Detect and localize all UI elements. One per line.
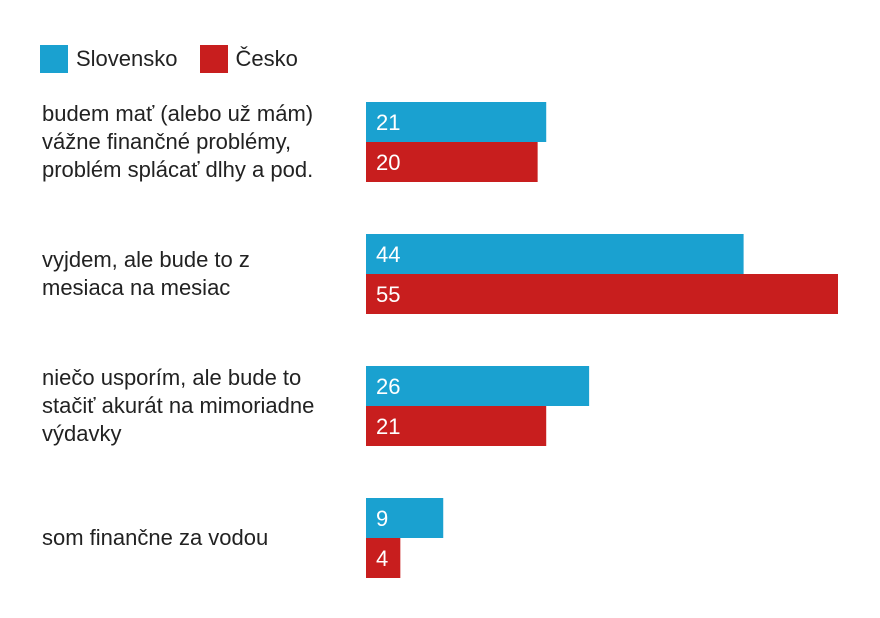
bar-slovensko [366,498,444,538]
bar-slovensko [366,234,744,274]
category-label-line: mesiaca na mesiac [42,275,230,300]
bar-cesko [366,538,401,578]
bar-slovensko [366,366,590,406]
bar-cesko [366,406,547,446]
bar-value-label: 4 [376,546,388,571]
bar-value-label: 20 [376,150,400,175]
legend: Slovensko Česko [40,45,320,73]
category-label-line: vyjdem, ale bude to z [42,247,250,272]
legend-swatch-slovensko [40,45,68,73]
bar-value-label: 44 [376,242,400,267]
category-label: som finančne za vodou [42,525,268,550]
category-label-line: problém splácať dlhy a pod. [42,157,313,182]
legend-item-cesko: Česko [199,45,298,73]
category-label: vyjdem, ale bude to z mesiaca na mesiac [42,247,250,300]
bar-slovensko [366,102,547,142]
bar-value-label: 26 [376,374,400,399]
category-label-line: stačiť akurát na mimoriadne [42,393,314,418]
category-label: niečo usporím, ale bude to stačiť akurát … [42,365,314,446]
category-label-line: niečo usporím, ale bude to [42,365,301,390]
category-label-line: som finančne za vodou [42,525,268,550]
bar-value-label: 55 [376,282,400,307]
bar-value-label: 21 [376,110,400,135]
category-label-line: vážne finančné problémy, [42,129,291,154]
category-label-line: výdavky [42,421,121,446]
legend-label-slovensko: Slovensko [76,46,178,71]
legend-item-slovensko: Slovensko [40,45,178,73]
legend-swatch-cesko [199,45,228,73]
bar-value-label: 21 [376,414,400,439]
bar-value-label: 9 [376,506,388,531]
bar-cesko [366,274,838,314]
category-label-line: budem mať (alebo už mám) [42,101,313,126]
legend-label-cesko: Česko [235,46,298,71]
category-label: budem mať (alebo už mám) vážne finančné p… [42,101,313,182]
bar-cesko [366,142,538,182]
